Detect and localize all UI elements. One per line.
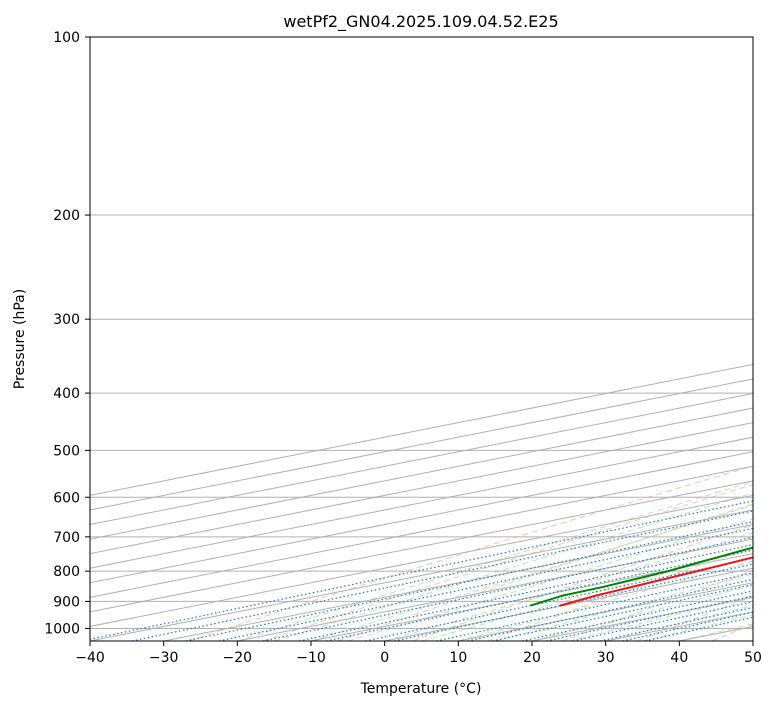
y-tick-label: 500	[53, 443, 80, 459]
isotherm-line	[90, 480, 753, 613]
mixing-ratio-lines	[90, 500, 753, 641]
isotherm-line	[90, 509, 753, 641]
x-tick-label: −40	[75, 650, 105, 666]
y-tick-label: 700	[53, 530, 80, 546]
x-axis-ticks: −40 −30 −20 −10 0 10 20 30 40 50	[75, 641, 762, 666]
mixing-ratio-line	[131, 510, 753, 641]
isotherm-line	[90, 436, 753, 569]
y-tick-label: 200	[53, 208, 80, 224]
y-tick-label: 600	[53, 490, 80, 506]
x-axis-label: Temperature (°C)	[360, 681, 482, 697]
mixing-ratio-line	[299, 544, 753, 641]
pressure-gridlines	[90, 37, 753, 629]
isotherm-line	[90, 494, 753, 627]
dry-adiabats	[188, 465, 753, 641]
x-tick-label: −30	[149, 650, 179, 666]
y-axis-label: Pressure (hPa)	[12, 289, 28, 389]
plot-frame	[89, 36, 754, 642]
y-tick-label: 1000	[44, 621, 80, 637]
mixing-ratio-line	[546, 595, 753, 641]
isotherm-line	[163, 524, 753, 641]
isotherm-line	[237, 538, 753, 641]
x-tick-label: 50	[744, 650, 762, 666]
y-tick-label: 400	[53, 386, 80, 402]
x-tick-label: 10	[449, 650, 467, 666]
plot-area: -100-90-80-70-60-50-40-30-20-100.10.20.4…	[90, 37, 753, 641]
x-tick-label: −20	[223, 650, 253, 666]
isotherm-line	[90, 451, 753, 584]
x-tick-label: 40	[670, 650, 688, 666]
mixing-ratio-line	[262, 536, 753, 641]
moist-adiabat	[347, 518, 753, 641]
x-tick-label: 30	[597, 650, 615, 666]
moist-adiabat	[274, 492, 753, 641]
moist-adiabat	[384, 532, 753, 641]
x-tick-label: 20	[523, 650, 541, 666]
moist-adiabat	[237, 481, 753, 641]
y-axis-ticks: 1000 900 800 700 600 500 400 300 200 100	[44, 30, 90, 637]
x-tick-label: 0	[380, 650, 389, 666]
isotherms	[90, 363, 753, 641]
chart-title: wetPf2_GN04.2025.109.04.52.E25	[283, 12, 558, 32]
dry-adiabat	[412, 524, 753, 641]
y-tick-label: 300	[53, 312, 80, 328]
isotherm-line	[90, 422, 753, 555]
y-tick-label: 900	[53, 594, 80, 610]
isotherm-line	[90, 465, 753, 598]
dry-adiabat	[263, 484, 753, 641]
mixing-ratio-line	[599, 606, 753, 641]
mixing-ratio-line	[325, 549, 753, 641]
dry-adiabat	[188, 465, 753, 641]
y-tick-label: 800	[53, 564, 80, 580]
mixing-ratio-line	[572, 601, 753, 641]
y-tick-label: 100	[53, 30, 80, 46]
moist-adiabat	[421, 546, 753, 641]
x-tick-label: −10	[296, 650, 326, 666]
